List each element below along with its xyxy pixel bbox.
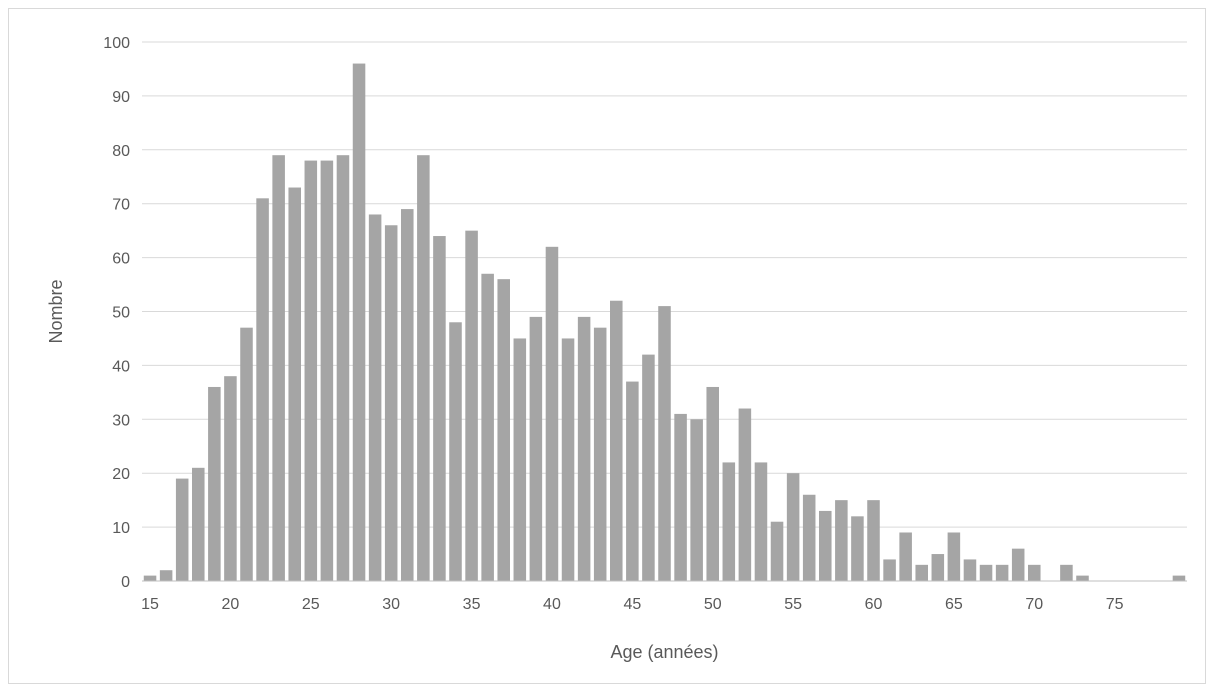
bar-age-60 xyxy=(867,500,880,581)
x-tick-label: 30 xyxy=(382,596,400,613)
x-tick-label: 55 xyxy=(784,596,802,613)
bar-age-30 xyxy=(384,225,398,581)
bar-age-56 xyxy=(802,494,816,581)
y-tick-label: 100 xyxy=(103,35,130,52)
bar-age-63 xyxy=(915,564,928,581)
bar-age-42 xyxy=(577,316,591,581)
x-tick-labels: 15 20 25 30 35 40 45 50 55 60 65 70 75 xyxy=(141,596,1124,613)
x-tick-label: 50 xyxy=(704,596,722,613)
bar-age-43 xyxy=(593,327,607,581)
bar-age-46 xyxy=(642,354,655,581)
bar-age-50 xyxy=(706,386,719,581)
bar-age-39 xyxy=(529,316,543,581)
bar-age-20 xyxy=(224,376,237,581)
bar-age-26 xyxy=(320,160,334,581)
bar-age-37 xyxy=(497,279,510,581)
bar-age-34 xyxy=(449,322,462,581)
bar-age-22 xyxy=(256,198,269,581)
bar-age-68 xyxy=(995,564,1009,581)
bar-age-31 xyxy=(401,209,414,581)
x-tick-label: 15 xyxy=(141,596,159,613)
y-tick-label: 30 xyxy=(112,412,130,429)
bar-age-48 xyxy=(674,413,687,581)
bar-age-33 xyxy=(433,236,446,582)
x-tick-label: 65 xyxy=(945,596,963,613)
bar-age-29 xyxy=(368,214,382,582)
bar-age-18 xyxy=(192,467,205,581)
bar-age-16 xyxy=(159,570,173,581)
bar-age-35 xyxy=(465,230,478,581)
bar-age-21 xyxy=(240,327,253,581)
bar-age-17 xyxy=(175,478,189,581)
x-tick-label: 35 xyxy=(463,596,481,613)
bar-age-67 xyxy=(979,564,993,581)
bar-age-70 xyxy=(1028,564,1041,581)
x-tick-label: 25 xyxy=(302,596,320,613)
chart-frame: 0 10 20 30 40 50 60 70 80 90 100 15 20 25 30 35 40 45 50 5… xyxy=(8,8,1206,684)
bar-age-47 xyxy=(658,306,671,581)
y-tick-label: 10 xyxy=(112,520,130,537)
bar-age-61 xyxy=(883,559,896,581)
bar-age-52 xyxy=(738,408,752,581)
bar-age-59 xyxy=(851,516,864,581)
bar-age-40 xyxy=(545,246,559,581)
bar-age-57 xyxy=(819,510,832,581)
x-tick-label: 45 xyxy=(623,596,641,613)
y-axis-title: Nombre xyxy=(46,279,66,343)
x-axis-title: Age (années) xyxy=(610,642,718,662)
bar-age-69 xyxy=(1011,548,1025,581)
histogram-chart: 0 10 20 30 40 50 60 70 80 90 100 15 20 25 30 35 40 45 50 5… xyxy=(46,35,1187,662)
bar-age-62 xyxy=(899,532,912,581)
y-tick-label: 70 xyxy=(112,197,130,214)
bar-age-41 xyxy=(561,338,575,581)
bar-age-28 xyxy=(352,63,366,582)
bar-age-73 xyxy=(1076,575,1089,581)
bar-age-58 xyxy=(835,500,848,581)
bar-age-19 xyxy=(208,386,221,581)
y-tick-labels: 0 10 20 30 40 50 60 70 80 90 100 xyxy=(103,35,130,591)
bar-age-54 xyxy=(770,521,784,581)
x-tick-label: 20 xyxy=(222,596,240,613)
x-tick-label: 60 xyxy=(865,596,883,613)
bar-age-65 xyxy=(947,532,961,581)
y-tick-label: 20 xyxy=(112,466,130,483)
bar-age-49 xyxy=(690,419,703,581)
bar-age-66 xyxy=(963,559,977,581)
bar-age-51 xyxy=(722,462,736,581)
bars xyxy=(143,63,1186,582)
y-tick-label: 0 xyxy=(121,574,130,591)
x-tick-label: 75 xyxy=(1106,596,1124,613)
bar-age-38 xyxy=(513,338,527,581)
bar-age-24 xyxy=(288,187,301,581)
y-tick-label: 50 xyxy=(112,305,130,322)
bar-age-55 xyxy=(786,473,800,581)
bar-age-36 xyxy=(481,273,494,581)
bar-age-64 xyxy=(931,554,945,581)
bar-age-53 xyxy=(754,462,768,581)
bar-age-32 xyxy=(417,155,430,581)
bar-age-72 xyxy=(1060,564,1073,581)
y-tick-label: 80 xyxy=(112,143,130,160)
bar-age-44 xyxy=(610,300,623,581)
y-tick-label: 40 xyxy=(112,358,130,375)
bar-age-23 xyxy=(272,155,285,581)
bar-age-25 xyxy=(304,160,318,581)
bar-age-15 xyxy=(143,575,157,581)
x-tick-label: 40 xyxy=(543,596,561,613)
y-tick-label: 60 xyxy=(112,251,130,268)
bar-age-27 xyxy=(336,155,350,581)
x-tick-label: 70 xyxy=(1025,596,1043,613)
bar-age-45 xyxy=(626,381,639,581)
y-tick-label: 90 xyxy=(112,89,130,106)
bar-age-79 xyxy=(1172,575,1186,581)
